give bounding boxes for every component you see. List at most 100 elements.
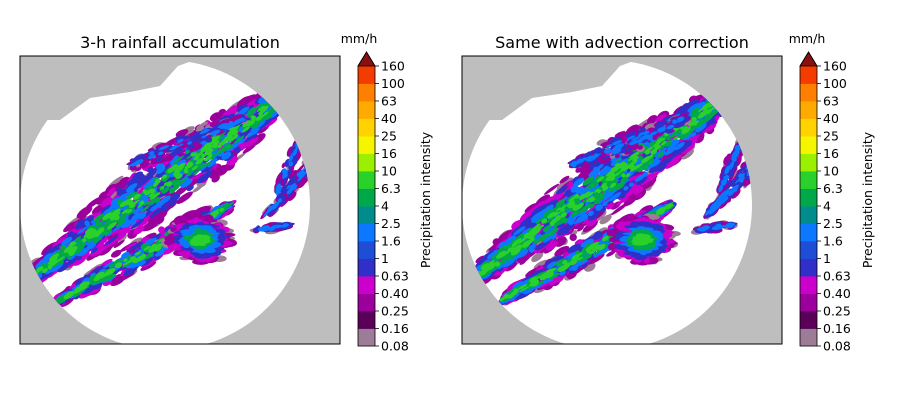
rain-cell: [221, 143, 231, 152]
rain-cell: [247, 127, 260, 138]
rain-cell: [82, 286, 94, 294]
rain-cell: [183, 168, 189, 174]
rain-cell: [219, 207, 225, 212]
rain-cell: [169, 157, 179, 165]
rain-cell: [133, 193, 141, 200]
rain-cell: [126, 255, 131, 259]
rain-cell: [195, 157, 205, 165]
rain-cell: [114, 274, 121, 280]
rain-cell: [144, 162, 154, 170]
rain-cell: [84, 220, 90, 227]
rain-cell: [140, 261, 157, 271]
rain-cell: [113, 239, 125, 249]
rain-cell: [255, 115, 262, 121]
rain-cell: [124, 242, 137, 250]
rain-cell: [111, 208, 121, 216]
rain-cell: [57, 262, 70, 273]
rain-cell: [125, 179, 134, 186]
rain-cell: [186, 184, 194, 192]
rain-cell: [101, 258, 113, 267]
rain-cell: [93, 244, 105, 255]
rain-cell: [260, 105, 269, 113]
rain-cell: [122, 260, 131, 266]
rain-cell: [217, 144, 222, 149]
rain-cell: [212, 142, 219, 149]
rain-cell: [129, 245, 136, 251]
rain-cell: [93, 275, 102, 282]
rain-cell: [140, 205, 150, 213]
rain-cell: [172, 156, 184, 164]
rain-cell: [149, 193, 158, 200]
rain-cell: [176, 191, 193, 204]
rain-cell: [136, 260, 147, 267]
rain-cell: [190, 152, 196, 157]
panel-1: 3-h rainfall accumulation: [19, 33, 341, 350]
rain-cell: [163, 164, 170, 169]
rain-cell: [47, 264, 53, 270]
rain-cell: [176, 173, 183, 180]
panel-2-title: Same with advection correction: [495, 33, 749, 52]
rain-cell: [160, 186, 165, 190]
rain-cell: [265, 117, 278, 128]
rain-cell: [204, 148, 214, 156]
rain-cell: [225, 207, 234, 213]
rain-cell: [82, 238, 87, 243]
rain-cell: [198, 162, 208, 169]
rain-cell: [153, 197, 161, 203]
rain-cell: [58, 252, 65, 258]
rain-cell: [204, 161, 212, 167]
rain-cell: [224, 202, 235, 208]
rain-cell: [42, 268, 48, 273]
rain-cell: [210, 209, 220, 214]
rain-cell: [93, 236, 103, 243]
rain-cell: [200, 235, 209, 238]
rain-cell: [194, 150, 205, 158]
rain-cell: [192, 169, 201, 176]
rain-cell: [72, 242, 77, 246]
rain-cell: [203, 141, 213, 149]
rain-cell: [143, 245, 151, 251]
rain-cell: [200, 121, 209, 127]
rain-cell: [242, 126, 251, 133]
rain-cell: [209, 208, 217, 214]
rain-cell: [204, 154, 213, 162]
rain-cell: [235, 135, 240, 140]
rain-cell: [108, 263, 115, 269]
rain-cell: [121, 219, 132, 229]
rain-cell: [141, 222, 153, 232]
rain-cell: [194, 171, 205, 180]
rain-cell: [147, 237, 157, 244]
rain-cell: [130, 219, 137, 225]
rain-cell: [91, 204, 105, 215]
rain-cell: [186, 172, 192, 177]
rain-cell: [161, 187, 170, 194]
rain-cell: [116, 187, 123, 193]
rain-cell: [250, 115, 256, 121]
rain-cell: [172, 164, 179, 170]
rain-cell: [113, 224, 122, 232]
rain-cell: [125, 266, 139, 275]
rain-cell: [104, 270, 111, 277]
rain-cell: [106, 189, 116, 197]
rain-cell: [113, 215, 120, 221]
rain-cell: [262, 111, 269, 117]
rain-cell: [108, 175, 124, 187]
rain-cell: [142, 252, 154, 260]
rain-cell: [202, 206, 212, 213]
rain-cell: [49, 253, 60, 262]
rain-cell: [260, 108, 267, 114]
rain-cell: [126, 199, 134, 206]
rain-cell: [98, 191, 108, 199]
rain-cell: [90, 247, 98, 254]
rain-cell: [131, 171, 144, 181]
rain-cell: [156, 166, 166, 174]
rain-cell: [192, 184, 204, 193]
rain-cell: [110, 249, 122, 258]
rain-cell: [186, 155, 192, 160]
rain-cell: [214, 164, 222, 170]
rain-cell: [133, 225, 145, 235]
rain-cell: [125, 183, 138, 192]
rain-cell: [94, 213, 105, 222]
rain-cell: [52, 236, 67, 249]
rain-cell: [55, 256, 65, 263]
